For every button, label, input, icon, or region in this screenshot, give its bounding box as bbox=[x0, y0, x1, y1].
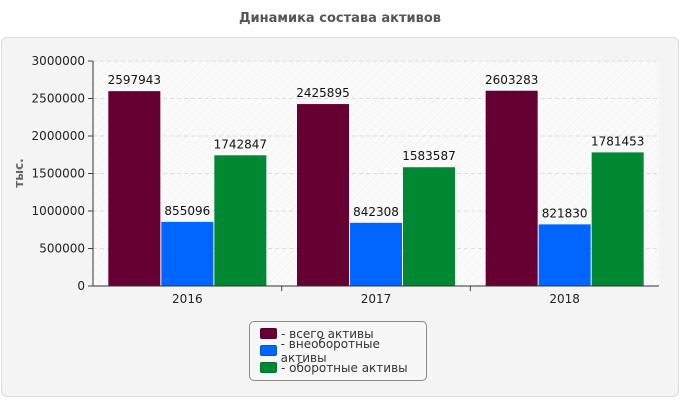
legend: - всего активы - внеоборотные активы - о… bbox=[249, 321, 427, 381]
data-label: 1781453 bbox=[591, 134, 644, 148]
data-label: 821830 bbox=[542, 206, 588, 220]
data-label: 2603283 bbox=[485, 73, 538, 87]
data-label: 2597943 bbox=[108, 73, 161, 87]
data-label: 1583587 bbox=[402, 149, 455, 163]
bar-2017-series-0 bbox=[297, 104, 349, 286]
axes: 0 500000 1000000 1500000 2000000 2500000 30000… bbox=[32, 54, 659, 306]
data-label: 855096 bbox=[164, 204, 210, 218]
y-tick-label: 3000000 bbox=[32, 54, 85, 68]
y-tick-label: 1000000 bbox=[32, 204, 85, 218]
bar-2016-series-0 bbox=[108, 91, 161, 287]
legend-item-current-assets: - оборотные активы bbox=[260, 359, 426, 376]
y-tick-label: 2000000 bbox=[32, 129, 85, 143]
bar-2018-series-1 bbox=[538, 224, 591, 286]
x-tick-label: 2018 bbox=[549, 292, 580, 306]
bar-2018-series-2 bbox=[591, 152, 644, 286]
y-tick-label: 500000 bbox=[39, 242, 85, 256]
data-label: 842308 bbox=[353, 205, 399, 219]
bar-2017-series-2 bbox=[403, 167, 455, 286]
legend-label-total-assets: - всего активы bbox=[281, 326, 374, 341]
y-axis-label: тыс. bbox=[12, 158, 26, 187]
legend-swatch-current-assets bbox=[260, 362, 277, 373]
bar-2016-series-1 bbox=[161, 221, 214, 286]
chart-title: Динамика состава активов bbox=[238, 11, 442, 26]
x-tick-label: 2017 bbox=[361, 292, 392, 306]
bar-2017-series-1 bbox=[350, 222, 402, 286]
bar-2018-series-0 bbox=[485, 90, 538, 286]
y-tick-label: 1500000 bbox=[32, 167, 85, 181]
y-tick-label: 2500000 bbox=[32, 92, 85, 106]
data-label: 1742847 bbox=[214, 137, 267, 151]
legend-item-total-assets: - всего активы bbox=[260, 325, 426, 342]
x-tick-label: 2016 bbox=[172, 292, 203, 306]
legend-swatch-total-assets bbox=[260, 328, 277, 339]
legend-label-noncurrent-assets: - внеоборотные активы bbox=[280, 336, 380, 365]
bar-2016-series-2 bbox=[214, 155, 267, 286]
legend-item-noncurrent-assets: - внеоборотные активы bbox=[260, 337, 426, 365]
bars bbox=[108, 90, 644, 287]
legend-label-current-assets: - оборотные активы bbox=[281, 360, 408, 375]
y-tick-label: 0 bbox=[77, 279, 85, 293]
legend-swatch-noncurrent-assets bbox=[260, 345, 277, 356]
data-labels: 2597943 855096 1742847 2425895 842308 1583587… bbox=[108, 73, 645, 221]
data-label: 2425895 bbox=[296, 86, 349, 100]
